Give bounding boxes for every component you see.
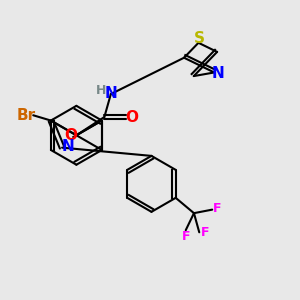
Text: F: F (201, 226, 209, 239)
Text: N: N (104, 86, 117, 101)
Text: N: N (212, 66, 224, 81)
Text: N: N (61, 139, 74, 154)
Text: Br: Br (16, 108, 35, 123)
Text: S: S (194, 31, 205, 46)
Text: O: O (125, 110, 138, 124)
Text: F: F (213, 202, 222, 215)
Text: O: O (64, 128, 78, 143)
Text: F: F (182, 230, 190, 243)
Text: H: H (96, 84, 106, 97)
